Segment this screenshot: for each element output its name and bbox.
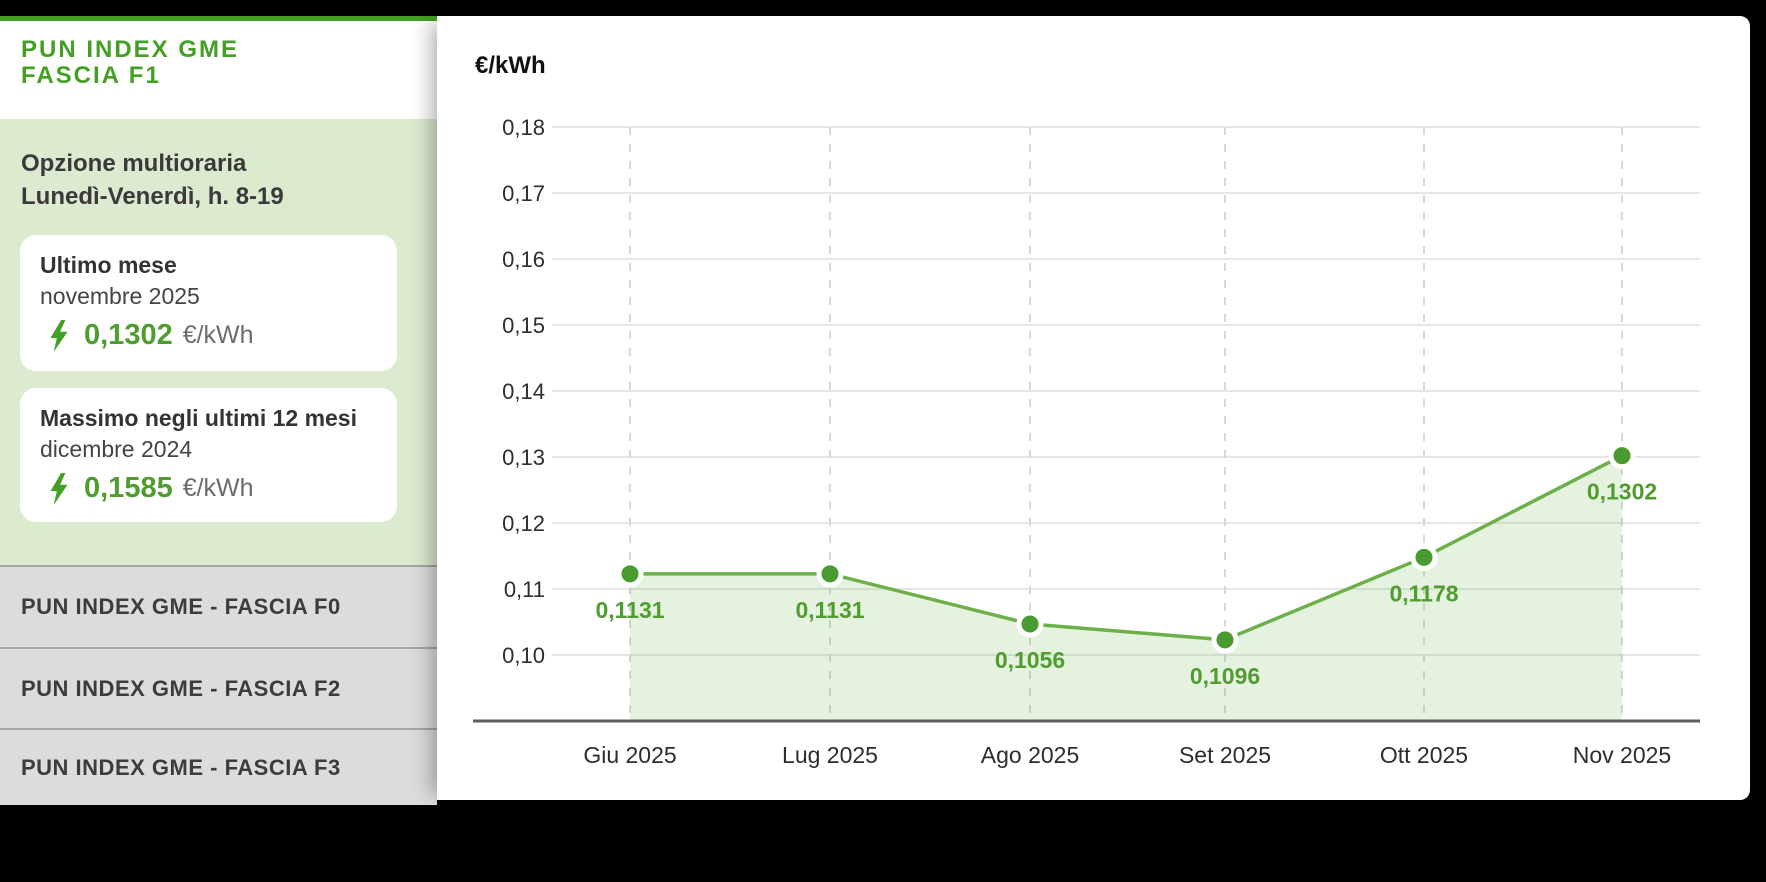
max-12-months-card-title: Massimo negli ultimi 12 mesi: [40, 405, 357, 431]
max-12-months-value-row: 0,1585 €/kWh: [48, 472, 377, 505]
x-axis-label: Ago 2025: [981, 742, 1079, 768]
data-point-ott-2025[interactable]: [1410, 543, 1438, 571]
tab-fascia-f3-label: PUN INDEX GME - FASCIA F3: [21, 754, 341, 780]
option-subtitle: Opzione multioraria Lunedì-Venerdì, h. 8…: [21, 147, 397, 213]
y-tick-label: 0,14: [502, 379, 545, 404]
last-month-value: 0,1302: [84, 319, 173, 351]
data-point-label: 0,1096: [1190, 663, 1260, 689]
page-title-line1: PUN INDEX GME: [21, 36, 240, 63]
fascia-tab-list: PUN INDEX GME - FASCIA F0 PUN INDEX GME …: [0, 565, 437, 805]
y-tick-label: 0,15: [502, 313, 545, 338]
tab-fascia-f2-label: PUN INDEX GME - FASCIA F2: [21, 675, 341, 701]
sidebar-header: PUN INDEX GME FASCIA F1: [0, 21, 437, 114]
max-12-months-value: 0,1585: [84, 472, 173, 504]
y-tick-label: 0,10: [502, 643, 545, 668]
price-trend-chart: 0,18 0,17 0,16 0,15 0,14 0,13 0,12 0,11 0,10 0,11…: [473, 115, 1700, 768]
y-tick-label: 0,18: [502, 115, 545, 140]
data-point-label: 0,1131: [595, 597, 664, 623]
data-point-label: 0,1178: [1389, 580, 1458, 606]
last-month-card: Ultimo mese novembre 2025 0,1302 €/kWh: [20, 235, 397, 371]
area-fill: [630, 455, 1622, 721]
max-12-months-card: Massimo negli ultimi 12 mesi dicembre 20…: [20, 388, 397, 522]
data-point-label: 0,1056: [995, 647, 1065, 673]
tab-fascia-f2[interactable]: PUN INDEX GME - FASCIA F2: [0, 647, 437, 728]
last-month-card-date: novembre 2025: [40, 283, 200, 309]
last-month-unit: €/kWh: [182, 321, 254, 349]
y-tick-label: 0,12: [502, 511, 545, 536]
data-point-set-2025[interactable]: [1211, 626, 1239, 654]
page-title-line2: FASCIA F1: [21, 62, 161, 89]
y-tick-label: 0,16: [502, 247, 545, 272]
last-month-value-row: 0,1302 €/kWh: [48, 319, 377, 352]
data-point-label: 0,1131: [795, 597, 864, 623]
y-tick-label: 0,17: [502, 181, 545, 206]
pun-index-widget: PUN INDEX GME FASCIA F1 Opzione multiora…: [0, 16, 1750, 805]
data-point-lug-2025[interactable]: [816, 560, 844, 588]
option-subtitle-line2: Lunedì-Venerdì, h. 8-19: [21, 183, 284, 210]
max-12-months-card-date: dicembre 2024: [40, 436, 193, 462]
x-axis-label: Giu 2025: [583, 742, 676, 768]
x-axis-label: Set 2025: [1179, 742, 1271, 768]
tab-fascia-f3[interactable]: PUN INDEX GME - FASCIA F3: [0, 728, 437, 805]
option-subtitle-line1: Opzione multioraria: [21, 150, 247, 177]
data-point-giu-2025[interactable]: [616, 560, 644, 588]
lightning-icon: [50, 319, 68, 352]
data-point-nov-2025[interactable]: [1608, 442, 1636, 470]
y-tick-label: 0,11: [504, 577, 545, 602]
last-month-card-title: Ultimo mese: [40, 252, 177, 278]
tab-fascia-f0-label: PUN INDEX GME - FASCIA F0: [21, 594, 341, 619]
lightning-icon: [50, 472, 68, 505]
data-point-label: 0,1302: [1587, 479, 1657, 505]
chart-y-axis-unit: €/kWh: [475, 52, 546, 79]
sidebar: PUN INDEX GME FASCIA F1 Opzione multiora…: [0, 16, 437, 805]
y-tick-label: 0,13: [502, 445, 545, 470]
x-axis-label: Nov 2025: [1573, 742, 1671, 768]
x-axis-label: Ott 2025: [1380, 742, 1468, 768]
x-axis-label: Lug 2025: [782, 742, 878, 768]
series-line: [630, 454, 1623, 642]
max-12-months-unit: €/kWh: [182, 474, 254, 502]
data-point-ago-2025[interactable]: [1016, 610, 1044, 638]
tab-fascia-f0[interactable]: PUN INDEX GME - FASCIA F0: [0, 565, 437, 647]
chart-panel: €/kWh 0,18 0,17 0,16 0,15 0,14 0,13 0,12 0,11 0,…: [437, 16, 1750, 800]
option-summary-panel: Opzione multioraria Lunedì-Venerdì, h. 8…: [0, 119, 437, 565]
